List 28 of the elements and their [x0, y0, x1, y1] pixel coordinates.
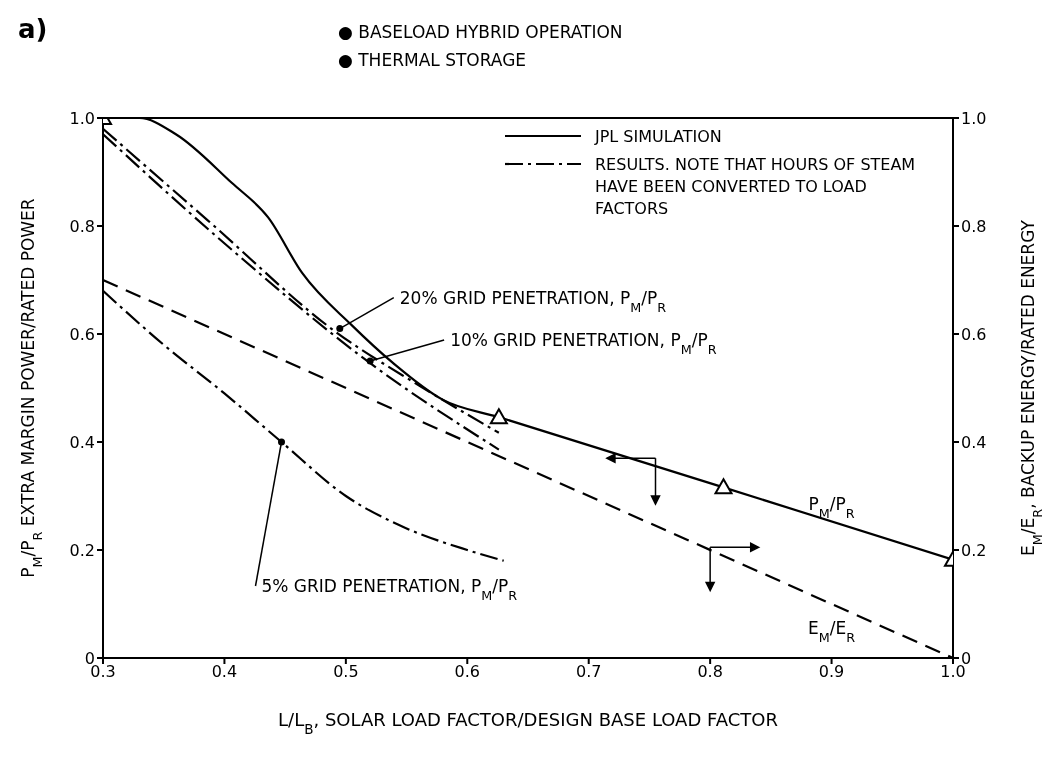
y-tick-label: 0.6 — [69, 324, 95, 344]
y2-tick-label: 0.2 — [961, 540, 987, 560]
x-tick-label: 0.9 — [818, 662, 845, 682]
annotation: E$_{M}$/E$_{R}$ — [808, 618, 856, 645]
annotation: 20% GRID PENETRATION, P$_{M}$/P$_{R}$ — [399, 287, 667, 315]
y-tick-label: 1.0 — [69, 108, 95, 128]
chart-title: a) — [18, 14, 48, 44]
text: ● THERMAL STORAGE — [338, 50, 527, 70]
legend-label: RESULTS. NOTE THAT HOURS OF STEAM HAVE BEEN CONVERTED TO LOAD FACTORS — [595, 154, 917, 220]
y-tick-label: 0.2 — [69, 540, 95, 560]
y2-tick-label: 0.8 — [961, 216, 987, 236]
legend-label: JPL SIMULATION — [595, 126, 722, 148]
x-tick-label: 0.6 — [454, 662, 481, 682]
y-tick-label: 0.4 — [69, 432, 95, 452]
x-tick-label: 0.5 — [333, 662, 359, 682]
y2-tick-label: 1.0 — [961, 108, 987, 128]
y-tick-label: 0.8 — [69, 216, 95, 236]
annotation: 10% GRID PENETRATION, P$_{M}$/P$_{R}$ — [450, 330, 717, 357]
annotation: 5% GRID PENETRATION, P$_{M}$/P$_{R}$ — [261, 576, 518, 603]
point — [278, 438, 285, 446]
annotation: P$_{M}$/P$_{R}$ — [808, 494, 855, 521]
text: ● BASELOAD HYBRID OPERATION — [338, 22, 623, 42]
y2-tick-label: 0.6 — [961, 324, 987, 344]
y2-tick-label: 0.4 — [961, 432, 987, 452]
x-tick-label: 0.4 — [211, 662, 238, 682]
x-axis-title: L/L$_{B}$, SOLAR LOAD FACTOR/DESIGN BASE LOAD FACTOR — [278, 709, 778, 737]
x-tick-label: 0.8 — [697, 662, 723, 682]
x-tick-label: 0.7 — [575, 662, 602, 682]
